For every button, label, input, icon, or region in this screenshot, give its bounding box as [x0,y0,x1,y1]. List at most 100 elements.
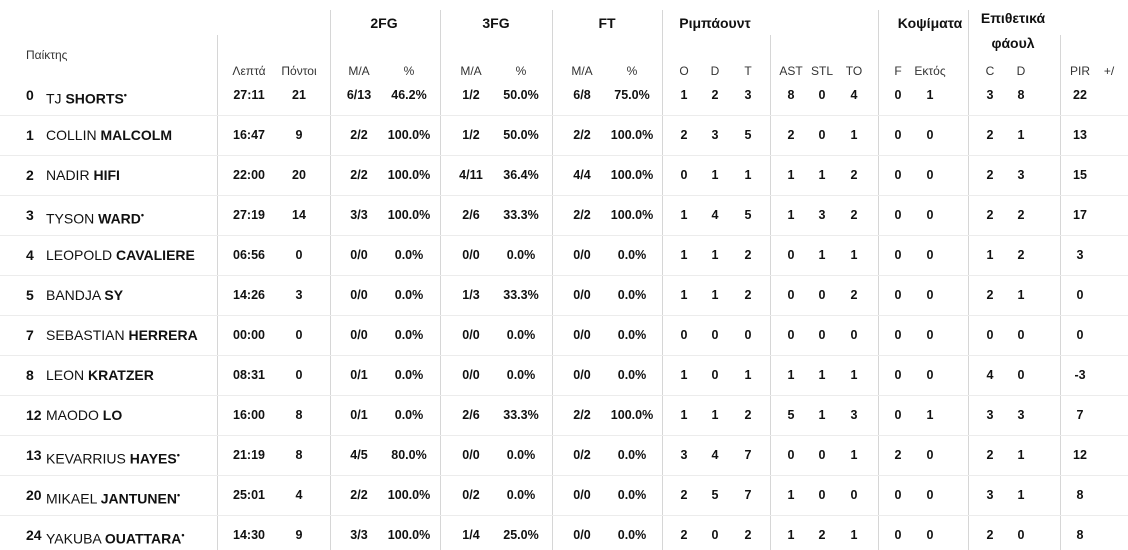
stat-cell: 0.0% [506,368,536,382]
stat-cell: 0/0 [573,328,591,342]
stat-cell: 33.3% [503,408,539,422]
column-header: % [403,64,415,78]
stat-cell: 0 [1017,328,1025,342]
starter-mark: • [176,450,180,460]
row-separator [0,435,1128,436]
player-name: NADIR HIFI [46,167,120,183]
stat-cell: 1 [926,88,934,102]
player-number: 12 [26,407,42,423]
player-name: COLLIN MALCOLM [46,127,172,143]
player-number: 0 [26,87,34,103]
stat-cell: 5 [744,208,752,222]
stat-cell: 1 [818,168,826,182]
player-number: 24 [26,527,42,543]
last-name: CAVALIERE [116,247,195,263]
stat-cell: 100.0% [387,168,431,182]
stat-cell: 0 [818,328,826,342]
stat-cell: 16:00 [233,408,265,422]
stat-cell: 9 [295,128,303,142]
column-header: PIR [1069,64,1091,78]
column-header: +/ [1103,64,1115,78]
stat-cell: 4 [295,488,303,502]
stat-cell: 0 [787,448,795,462]
stat-cell: 8 [1076,488,1084,502]
stat-cell: 0 [787,328,795,342]
column-separator [217,35,218,550]
stat-cell: 0 [894,408,902,422]
stat-cell: 0 [818,448,826,462]
stat-cell: 2/2 [573,128,591,142]
first-name: YAKUBA [46,530,101,547]
last-name: SHORTS [65,90,124,107]
stat-cell: 0/1 [350,368,368,382]
stat-cell: 2 [850,288,858,302]
stat-cell: 0 [818,288,826,302]
stat-cell: 4/11 [459,168,483,182]
stat-cell: 100.0% [387,208,431,222]
stat-cell: 2/6 [462,408,480,422]
stat-cell: 36.4% [503,168,539,182]
stat-cell: 1 [744,168,752,182]
column-header: TO [845,64,863,78]
stat-cell: 1 [711,288,719,302]
stat-cell: 3 [680,448,688,462]
stat-cell: 0/0 [573,368,591,382]
stat-cell: 2/2 [350,128,368,142]
stat-cell: 0/0 [350,288,368,302]
stat-cell: 0 [850,328,858,342]
group-header: Επιθετικά φάουλ [980,10,1046,51]
stat-cell: 1/2 [462,88,480,102]
column-separator [330,10,331,550]
stat-cell: 00:00 [233,328,265,342]
stat-cell: 14 [292,208,306,222]
stat-cell: 0 [926,328,934,342]
stat-cell: 3 [1076,248,1084,262]
stat-cell: 1 [711,408,719,422]
stat-cell: 2 [680,488,688,502]
stat-cell: 0 [926,288,934,302]
first-name: TYSON [46,210,95,227]
stat-cell: 0 [894,328,902,342]
stat-cell: 0.0% [506,328,536,342]
player-number: 2 [26,167,34,183]
stat-cell: 100.0% [387,128,431,142]
stat-cell: 8 [787,88,795,102]
stat-cell: 3 [986,488,994,502]
column-header: Μ/Α [460,64,482,78]
stat-cell: 3 [986,88,994,102]
stat-cell: 1 [680,408,688,422]
stat-cell: 1 [850,528,858,542]
stat-cell: 8 [295,408,303,422]
stat-cell: 7 [1076,408,1084,422]
stat-cell: 3 [295,288,303,302]
stat-cell: 2 [850,208,858,222]
column-header: Λεπτά [232,64,266,78]
stat-cell: 2 [1017,208,1025,222]
stat-cell: 4/5 [350,448,368,462]
stat-cell: 13 [1073,128,1087,142]
stat-cell: 100.0% [610,168,654,182]
stat-cell: 0.0% [617,368,647,382]
stat-cell: 0/0 [350,328,368,342]
stat-cell: 1 [787,368,795,382]
stat-cell: 8 [1017,88,1025,102]
stat-cell: 0 [926,448,934,462]
group-header: Ριμπάουντ [679,15,751,31]
stat-cell: 1 [818,408,826,422]
stat-cell: 08:31 [233,368,265,382]
stat-cell: 20 [292,168,306,182]
starter-mark: • [176,490,181,500]
stat-cell: 4 [850,88,858,102]
starter-mark: • [140,210,145,220]
row-separator [0,155,1128,156]
stat-cell: 46.2% [391,88,427,102]
column-header: F [894,64,902,78]
stat-cell: 3/3 [350,208,368,222]
player-name: SEBASTIAN HERRERA [46,327,198,343]
stat-cell: 0 [986,328,994,342]
first-name: SEBASTIAN [46,327,125,343]
stat-cell: 25.0% [503,528,539,542]
stat-cell: 2 [894,448,902,462]
stat-cell: 2 [711,88,719,102]
stat-cell: 27:11 [233,88,265,102]
